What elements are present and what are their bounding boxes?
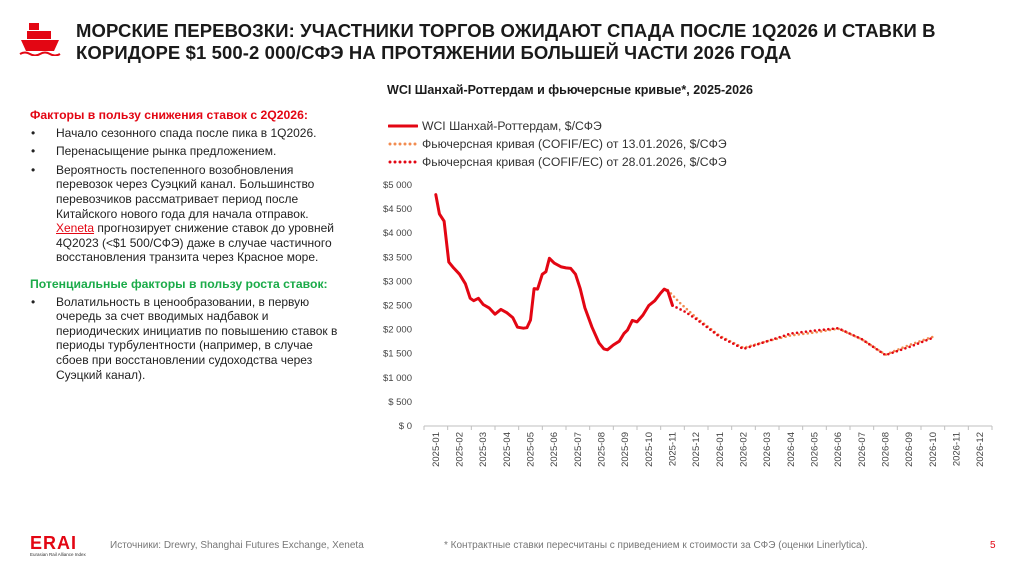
legend-swatch-dotted-red — [388, 160, 418, 164]
x-tick-label: 2026-11 — [952, 432, 963, 466]
x-tick-label: 2025-05 — [526, 432, 537, 467]
list-item: Перенасыщение рынка предложением. — [30, 144, 342, 159]
ship-icon — [19, 23, 61, 56]
y-tick-label: $3 500 — [383, 252, 412, 263]
x-tick-label: 2025-06 — [549, 432, 560, 467]
list-item-text: прогнозирует снижение ставок до уровней … — [56, 221, 334, 265]
x-tick-label: 2026-08 — [881, 432, 892, 467]
y-tick-label: $ 0 — [399, 421, 412, 432]
x-tick-label: 2026-09 — [904, 432, 915, 467]
x-tick-label: 2026-01 — [715, 432, 726, 467]
x-tick-label: 2026-04 — [786, 432, 797, 467]
x-tick-label: 2026-10 — [928, 432, 939, 467]
decline-heading: Факторы в пользу снижения ставок с 2Q202… — [30, 108, 308, 122]
x-tick-label: 2026-07 — [857, 432, 868, 467]
y-tick-label: $2 500 — [383, 301, 412, 312]
x-tick-label: 2026-02 — [739, 432, 750, 467]
x-tick-label: 2025-10 — [644, 432, 655, 467]
x-tick-label: 2025-11 — [668, 432, 679, 466]
legend-swatch-dotted-orange — [388, 142, 418, 146]
y-tick-label: $3 000 — [383, 276, 412, 287]
logo-text: ERAI — [30, 533, 78, 553]
y-tick-label: $1 000 — [383, 373, 412, 384]
list-item: Начало сезонного спада после пика в 1Q20… — [30, 126, 342, 141]
x-tick-label: 2025-03 — [478, 432, 489, 467]
logo-subtitle: Eurasian Rail Alliance Index — [30, 552, 86, 557]
x-tick-label: 2025-01 — [431, 432, 442, 467]
list-item: Волатильность в ценообразовании, в перву… — [30, 295, 342, 383]
line-chart: $ 0 $ 500 $1 000 $1 500 $2 000 $2 500 $3 000 $3… — [383, 180, 993, 467]
chart-legend: WCI Шанхай-Роттердам, $/СФЭ Фьючерсная к… — [388, 117, 727, 171]
legend-item-wci: WCI Шанхай-Роттердам, $/СФЭ — [388, 117, 727, 135]
erai-logo: ERAI Eurasian Rail Alliance Index — [30, 534, 94, 562]
list-item-text: Вероятность постепенного возобновления п… — [56, 162, 315, 221]
x-tick-label: 2025-08 — [597, 432, 608, 467]
footnote: * Контрактные ставки пересчитаны с приве… — [444, 540, 868, 551]
x-tick-label: 2026-05 — [810, 432, 821, 467]
list-item: Вероятность постепенного возобновления п… — [30, 163, 342, 265]
legend-item-futures-2801: Фьючерсная кривая (COFIF/EC) от 28.01.20… — [388, 153, 727, 171]
y-tick-label: $2 000 — [383, 325, 412, 336]
legend-label: Фьючерсная кривая (COFIF/EC) от 13.01.20… — [422, 137, 727, 151]
y-tick-label: $ 500 — [388, 397, 412, 408]
series-line-0 — [434, 193, 674, 352]
x-tick-label: 2025-07 — [573, 432, 584, 467]
y-tick-label: $5 000 — [383, 180, 412, 191]
decline-list: Начало сезонного спада после пика в 1Q20… — [30, 126, 342, 265]
x-tick-label: 2025-04 — [502, 432, 513, 467]
legend-label: WCI Шанхай-Роттердам, $/СФЭ — [422, 119, 602, 133]
series-line-2 — [671, 304, 935, 357]
page-title: МОРСКИЕ ПЕРЕВОЗКИ: УЧАСТНИКИ ТОРГОВ ОЖИД… — [76, 20, 936, 63]
x-tick-label: 2026-12 — [975, 432, 986, 467]
x-tick-label: 2025-09 — [620, 432, 631, 467]
x-tick-label: 2026-03 — [762, 432, 773, 467]
x-tick-label: 2025-02 — [455, 432, 466, 467]
series-line-1 — [666, 288, 935, 356]
x-tick-label: 2025-12 — [691, 432, 702, 467]
legend-item-futures-1301: Фьючерсная кривая (COFIF/EC) от 13.01.20… — [388, 135, 727, 153]
legend-swatch-solid — [388, 124, 418, 128]
x-tick-label: 2026-06 — [833, 432, 844, 467]
y-tick-label: $4 000 — [383, 228, 412, 239]
factors-panel: Факторы в пользу снижения ставок с 2Q202… — [30, 108, 342, 386]
legend-label: Фьючерсная кривая (COFIF/EC) от 28.01.20… — [422, 155, 727, 169]
growth-list: Волатильность в ценообразовании, в перву… — [30, 295, 342, 383]
xeneta-link[interactable]: Xeneta — [56, 221, 95, 236]
chart-title: WCI Шанхай-Роттердам и фьючерсные кривые… — [387, 83, 753, 97]
sources-note: Источники: Drewry, Shanghai Futures Exch… — [110, 540, 364, 551]
y-tick-label: $1 500 — [383, 349, 412, 360]
growth-heading: Потенциальные факторы в пользу роста ста… — [30, 276, 328, 291]
y-tick-label: $4 500 — [383, 204, 412, 215]
page-number: 5 — [990, 540, 996, 551]
